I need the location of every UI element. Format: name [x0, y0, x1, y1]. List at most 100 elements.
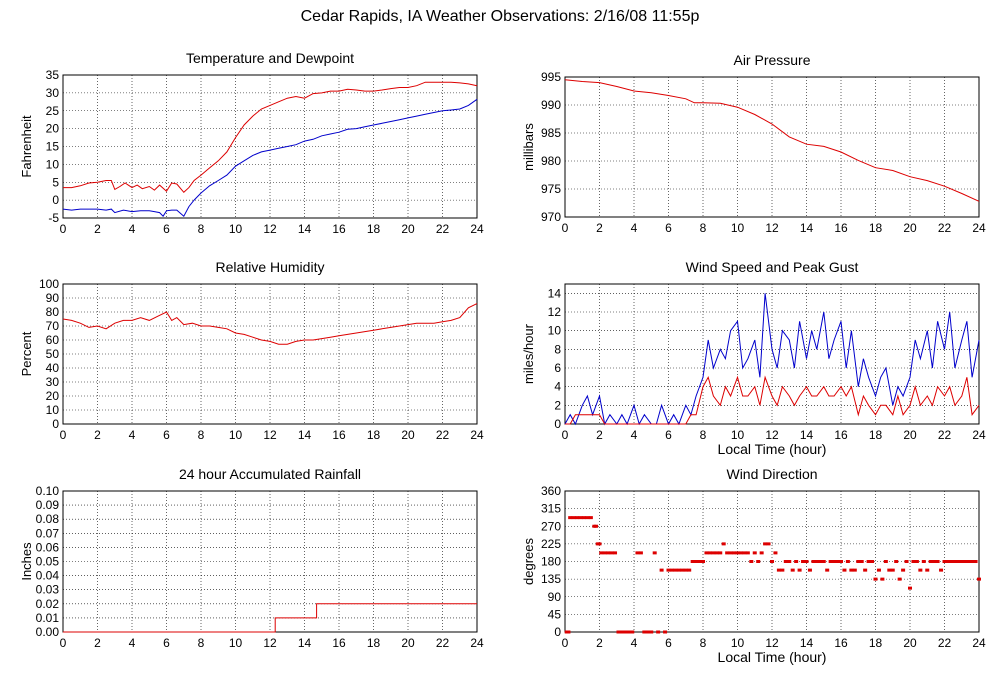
data-point	[588, 516, 593, 520]
chart-title: 24 hour Accumulated Rainfall	[179, 466, 361, 482]
y-tick-label: 0.07	[36, 526, 60, 540]
y-tick-label: 180	[541, 555, 561, 569]
series-line-0	[62, 303, 478, 345]
y-tick-label: 0.01	[36, 611, 60, 625]
data-point	[735, 551, 740, 555]
y-tick-label: 30	[46, 375, 60, 389]
data-point	[966, 560, 971, 563]
data-point	[673, 568, 678, 572]
x-tick-label: 14	[800, 636, 814, 650]
data-point	[770, 560, 774, 563]
data-point	[714, 551, 719, 555]
x-tick-label: 14	[298, 222, 312, 236]
y-tick-label: 40	[46, 361, 60, 375]
data-point	[756, 560, 761, 563]
data-point	[866, 560, 871, 563]
data-point	[656, 630, 661, 634]
y-tick-label: 980	[541, 154, 561, 168]
data-point	[773, 551, 778, 555]
data-point	[832, 560, 837, 563]
data-point	[669, 568, 674, 572]
x-tick-label: 0	[562, 636, 569, 650]
data-point	[908, 586, 912, 590]
data-point	[883, 560, 888, 563]
x-tick-label: 14	[800, 221, 814, 235]
data-point	[711, 551, 716, 555]
x-tick-label: 24	[470, 222, 484, 236]
x-tick-label: 0	[60, 222, 67, 236]
y-axis-label: millibars	[521, 123, 536, 171]
data-point	[845, 560, 850, 563]
data-point	[925, 568, 930, 572]
y-tick-label: 12	[548, 305, 562, 319]
data-point	[683, 568, 688, 572]
data-point	[680, 568, 685, 572]
x-tick-label: 4	[631, 221, 638, 235]
x-tick-label: 2	[596, 636, 603, 650]
data-point	[575, 516, 580, 520]
y-tick-label: 0	[554, 625, 561, 639]
data-point	[649, 630, 654, 634]
x-tick-label: 10	[229, 428, 243, 442]
data-point	[718, 551, 723, 555]
x-tick-label: 24	[972, 428, 986, 442]
x-tick-label: 16	[332, 428, 346, 442]
data-point	[690, 560, 695, 563]
data-point	[828, 560, 833, 563]
x-tick-label: 8	[198, 636, 205, 650]
chart-temp: 0 2 4 6 8 10 12 14 16 18 20 22 24-505101520253035Tem…	[19, 50, 484, 236]
x-tick-label: 6	[665, 428, 672, 442]
data-point	[970, 560, 975, 563]
data-point	[835, 560, 840, 563]
data-point	[942, 560, 947, 563]
data-point	[842, 568, 847, 572]
data-point	[659, 568, 664, 572]
x-tick-label: 22	[938, 428, 952, 442]
x-tick-label: 4	[129, 428, 136, 442]
x-tick-label: 22	[436, 428, 450, 442]
x-tick-label: 2	[94, 636, 101, 650]
data-point	[897, 577, 902, 581]
y-tick-label: 995	[541, 70, 561, 84]
x-tick-label: 12	[263, 636, 277, 650]
series-line-0	[63, 603, 477, 633]
x-tick-label: 6	[665, 221, 672, 235]
x-tick-label: 18	[367, 222, 381, 236]
x-tick-label: 18	[869, 221, 883, 235]
x-tick-label: 2	[94, 428, 101, 442]
y-tick-label: 0.02	[36, 597, 60, 611]
x-axis-label: Local Time (hour)	[718, 441, 827, 457]
data-point	[645, 630, 650, 634]
data-point	[890, 568, 895, 572]
x-tick-label: 10	[731, 221, 745, 235]
data-point	[623, 630, 628, 634]
x-tick-label: 12	[765, 221, 779, 235]
data-point	[901, 568, 906, 572]
x-tick-label: 10	[731, 636, 745, 650]
data-point	[597, 542, 602, 546]
x-tick-label: 0	[562, 428, 569, 442]
y-tick-label: 100	[39, 277, 59, 291]
data-point	[638, 551, 643, 555]
x-tick-label: 14	[800, 428, 814, 442]
data-point	[952, 560, 957, 563]
y-tick-label: 0.03	[36, 583, 60, 597]
data-point	[585, 516, 590, 520]
series-line-0	[564, 293, 980, 426]
y-tick-label: 6	[554, 361, 561, 375]
data-point	[821, 560, 826, 563]
chart-title: Air Pressure	[733, 52, 810, 68]
x-tick-label: 14	[298, 636, 312, 650]
data-point	[780, 568, 785, 572]
page-title: Cedar Rapids, IA Weather Observations: 2…	[300, 8, 700, 25]
data-point	[745, 551, 750, 555]
data-point	[666, 568, 671, 572]
x-tick-label: 16	[834, 636, 848, 650]
chart-title: Relative Humidity	[216, 259, 325, 275]
x-tick-label: 16	[332, 222, 346, 236]
y-axis-label: Fahrenheit	[19, 115, 34, 178]
x-tick-label: 20	[401, 636, 415, 650]
data-point	[918, 568, 923, 572]
y-tick-label: 0	[52, 417, 59, 431]
